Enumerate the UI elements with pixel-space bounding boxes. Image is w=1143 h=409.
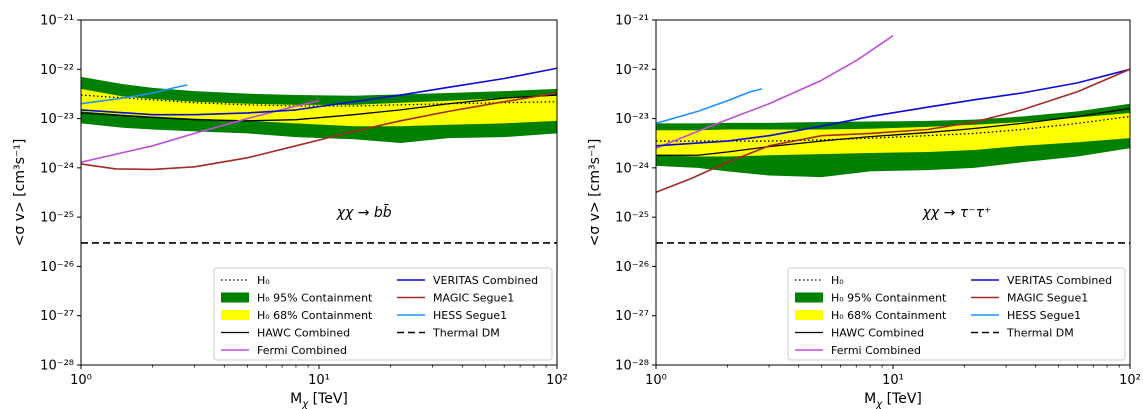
series-fermi-combined-line xyxy=(81,99,320,164)
legend-label: Fermi Combined xyxy=(831,344,921,357)
y-tick-label: 10⁻²⁷ xyxy=(40,309,74,324)
series-h-line xyxy=(656,115,1130,142)
plot-area xyxy=(656,35,1130,244)
legend-swatch xyxy=(221,310,249,320)
series-fermi-combined-line xyxy=(656,35,894,149)
legend-label: H₀ 68% Containment xyxy=(831,309,947,322)
x-tick-label: 10² xyxy=(1119,373,1141,388)
legend-entry-hess-segue1: HESS Segue1 xyxy=(971,309,1081,322)
x-axis-label-unit: [TeV] xyxy=(882,391,922,407)
legend-label: H₀ 95% Containment xyxy=(831,292,947,305)
series-hawc-combined-line xyxy=(81,94,557,122)
legend: H₀ H₀ 95% Containment H₀ 68% Containment HA… xyxy=(213,267,553,361)
x-axis-label-sub: χ xyxy=(301,399,309,409)
series-magic-segue1-line xyxy=(81,92,557,171)
legend-label: Thermal DM xyxy=(1006,327,1074,340)
y-tick-label: 10⁻²⁵ xyxy=(40,211,74,226)
series-magic-segue1-line xyxy=(656,68,1130,193)
legend-entry-thermal-dm: Thermal DM xyxy=(971,327,1074,340)
x-tick-label: 10¹ xyxy=(882,373,904,388)
y-tick-label: 10⁻²³ xyxy=(615,112,649,127)
series-veritas-combined-line xyxy=(81,67,557,116)
legend-entry-h-68-containment: H₀ 68% Containment xyxy=(221,309,373,322)
x-tick-label: 10⁰ xyxy=(70,373,92,388)
x-axis-label-sub: χ xyxy=(875,399,883,409)
legend-label: MAGIC Segue1 xyxy=(1007,292,1088,305)
series-hess-segue1-line xyxy=(656,88,763,125)
x-axis-label: Mχ [TeV] xyxy=(864,391,922,409)
y-tick-label: 10⁻²⁸ xyxy=(40,359,74,374)
legend-swatch xyxy=(795,310,823,320)
legend-label: HESS Segue1 xyxy=(433,309,507,322)
y-tick-label: 10⁻²⁴ xyxy=(615,161,649,176)
y-tick-label: 10⁻²³ xyxy=(40,112,74,127)
band-68-containment xyxy=(81,88,557,127)
series-veritas-combined-line xyxy=(656,68,1130,147)
series-hawc-combined-line xyxy=(656,107,1130,156)
y-tick-label: 10⁻²⁷ xyxy=(615,309,649,324)
legend-label: VERITAS Combined xyxy=(433,274,538,287)
process-annotation: χχ → bb̄ xyxy=(336,203,392,221)
y-tick-label: 10⁻²² xyxy=(615,63,649,78)
chart-panel-1: 10⁰ 10¹ 10² 10⁻²⁸ 10⁻²⁷ 10⁻²⁶ 10⁻²⁵ 10⁻²⁴ 10⁻²³ 1… xyxy=(12,14,568,409)
x-axis-label: Mχ [TeV] xyxy=(290,391,348,409)
legend-label: Thermal DM xyxy=(432,327,500,340)
legend-label: Fermi Combined xyxy=(257,344,347,357)
legend-entry-h: H₀ xyxy=(795,274,844,287)
legend-label: H₀ xyxy=(831,274,844,287)
chart-panel-2: 10⁰ 10¹ 10² 10⁻²⁸ 10⁻²⁷ 10⁻²⁶ 10⁻²⁵ 10⁻²⁴ 10⁻²³ 1… xyxy=(587,14,1141,409)
legend-label: H₀ xyxy=(257,274,270,287)
legend-entry-hess-segue1: HESS Segue1 xyxy=(397,309,507,322)
x-axis-label-unit: [TeV] xyxy=(308,391,348,407)
legend-entry-h-68-containment: H₀ 68% Containment xyxy=(795,309,947,322)
legend-entry-hawc-combined: HAWC Combined xyxy=(221,327,350,340)
y-axis-label: <σ v> [cm³s⁻¹] xyxy=(587,139,603,247)
process-annotation: χχ → τ⁻τ⁺ xyxy=(922,205,992,221)
legend-label: H₀ 68% Containment xyxy=(257,309,373,322)
y-axis-label: <σ v> [cm³s⁻¹] xyxy=(12,139,28,247)
legend-entry-fermi-combined: Fermi Combined xyxy=(221,344,347,357)
series-hess-segue1-line xyxy=(81,84,188,105)
legend-label: MAGIC Segue1 xyxy=(433,292,514,305)
x-tick-label: 10² xyxy=(546,373,568,388)
legend-entry-h: H₀ xyxy=(221,274,270,287)
legend-entry-thermal-dm: Thermal DM xyxy=(397,327,500,340)
x-axis-label-main: M xyxy=(290,391,302,407)
legend-entry-magic-segue1: MAGIC Segue1 xyxy=(397,292,514,305)
legend-entry-h-95-containment: H₀ 95% Containment xyxy=(221,292,373,305)
y-tick-label: 10⁻²⁸ xyxy=(615,359,649,374)
x-axis-label-main: M xyxy=(864,391,876,407)
legend-entry-veritas-combined: VERITAS Combined xyxy=(397,274,538,287)
legend-box xyxy=(787,267,1126,361)
legend-label: VERITAS Combined xyxy=(1007,274,1112,287)
legend-label: HESS Segue1 xyxy=(1007,309,1081,322)
legend: H₀ H₀ 95% Containment H₀ 68% Containment HA… xyxy=(787,267,1126,361)
legend-label: HAWC Combined xyxy=(831,327,924,340)
x-tick-label: 10¹ xyxy=(308,373,330,388)
legend-entry-magic-segue1: MAGIC Segue1 xyxy=(971,292,1088,305)
legend-swatch xyxy=(221,292,249,303)
legend-entry-h-95-containment: H₀ 95% Containment xyxy=(795,292,947,305)
y-tick-label: 10⁻²⁴ xyxy=(40,161,74,176)
y-tick-label: 10⁻²¹ xyxy=(40,14,74,29)
y-tick-label: 10⁻²⁶ xyxy=(40,260,74,275)
plot-area xyxy=(81,67,557,244)
y-tick-label: 10⁻²² xyxy=(40,63,74,78)
legend-entry-fermi-combined: Fermi Combined xyxy=(795,344,921,357)
legend-label: HAWC Combined xyxy=(257,327,350,340)
y-tick-label: 10⁻²⁶ xyxy=(615,260,649,275)
legend-label: H₀ 95% Containment xyxy=(257,292,373,305)
legend-entry-veritas-combined: VERITAS Combined xyxy=(971,274,1112,287)
y-tick-label: 10⁻²¹ xyxy=(615,14,649,29)
legend-swatch xyxy=(795,292,823,303)
legend-box xyxy=(213,267,553,361)
y-tick-label: 10⁻²⁵ xyxy=(615,211,649,226)
legend-entry-hawc-combined: HAWC Combined xyxy=(795,327,924,340)
x-tick-label: 10⁰ xyxy=(645,373,667,388)
